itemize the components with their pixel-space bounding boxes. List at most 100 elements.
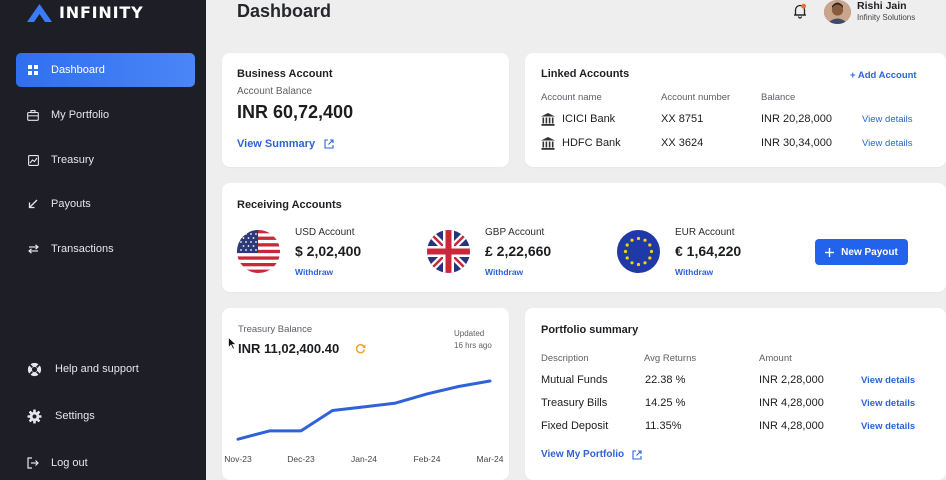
account-number: XX 3624 — [661, 137, 704, 149]
x-tick-label: Mar-24 — [477, 454, 504, 464]
sidebar-item-settings[interactable]: Settings — [16, 399, 195, 433]
briefcase-icon — [27, 109, 39, 121]
table-row: Mutual Funds 22.38 % INR 2,28,000 View d… — [541, 374, 931, 390]
sidebar-item-label: Help and support — [55, 363, 139, 375]
brand-name: INFINITY — [59, 2, 144, 22]
sidebar-item-my-portfolio[interactable]: My Portfolio — [16, 98, 195, 132]
sidebar-item-dashboard[interactable]: Dashboard — [16, 53, 195, 87]
view-details-link[interactable]: View details — [861, 398, 916, 409]
lifebuoy-icon — [27, 362, 42, 377]
portfolio-description: Treasury Bills — [541, 397, 608, 409]
bank-name: HDFC Bank — [562, 137, 621, 149]
withdraw-button[interactable]: Withdraw — [295, 267, 334, 277]
add-account-button[interactable]: + Add Account — [850, 70, 917, 81]
x-tick-label: Nov-23 — [224, 454, 252, 464]
sidebar-item-label: Log out — [51, 457, 88, 469]
balance-label: Account Balance — [237, 86, 313, 97]
account-amount: $ 2,02,400 — [295, 243, 362, 259]
view-details-link[interactable]: View details — [861, 375, 916, 386]
x-tick-label: Jan-24 — [351, 454, 377, 464]
view-my-portfolio-link[interactable]: View My Portfolio — [541, 449, 642, 460]
account-label: USD Account — [295, 227, 355, 238]
swap-icon — [27, 243, 39, 255]
grid-icon — [27, 64, 39, 76]
portfolio-amount: INR 4,28,000 — [759, 420, 824, 432]
uk-flag-icon — [427, 230, 470, 273]
withdraw-button[interactable]: Withdraw — [675, 267, 714, 277]
withdraw-button[interactable]: Withdraw — [485, 267, 524, 277]
bank-name: ICICI Bank — [562, 113, 616, 125]
card-title: Portfolio summary — [541, 324, 639, 336]
external-link-icon — [632, 449, 642, 460]
sidebar-item-label: Settings — [55, 410, 95, 422]
account-balance: INR 30,34,000 — [761, 137, 832, 149]
series-line — [236, 379, 492, 441]
col-header-returns: Avg Returns — [644, 353, 697, 364]
sidebar-item-label: Treasury — [51, 154, 94, 166]
bank-icon — [541, 113, 555, 126]
account-amount: € 1,64,220 — [675, 243, 742, 259]
user-name: Rishi Jain — [857, 0, 907, 12]
portfolio-summary-card: Portfolio summary Description Avg Return… — [525, 308, 946, 480]
table-row: ICICI Bank XX 8751 INR 20,28,000 View de… — [541, 113, 931, 129]
notification-bell-icon[interactable] — [792, 3, 808, 19]
new-payout-button[interactable]: New Payout — [815, 239, 908, 265]
brand[interactable]: INFINITY — [26, 0, 143, 24]
account-label: EUR Account — [675, 227, 735, 238]
treasury-label: Treasury Balance — [238, 324, 313, 335]
account-label: GBP Account — [485, 227, 545, 238]
arrow-down-left-icon — [27, 198, 39, 210]
portfolio-returns: 22.38 % — [645, 374, 686, 386]
treasury-line-chart: Nov-23 Dec-23 Jan-24 Feb-24 Mar-24 — [224, 379, 504, 464]
sidebar-item-label: Payouts — [51, 198, 91, 210]
plus-icon — [825, 247, 835, 257]
mouse-cursor-icon — [228, 337, 237, 350]
updated-time: 16 hrs ago — [454, 341, 492, 350]
col-header-description: Description — [541, 353, 589, 364]
updated-label: Updated — [454, 329, 485, 338]
refresh-icon[interactable] — [355, 343, 366, 354]
x-tick-label: Dec-23 — [287, 454, 315, 464]
logout-icon — [27, 457, 39, 469]
view-details-link[interactable]: View details — [862, 114, 913, 125]
view-details-link[interactable]: View details — [862, 138, 913, 149]
table-row: Treasury Bills 14.25 % INR 4,28,000 View… — [541, 397, 931, 413]
account-amount: £ 2,22,660 — [485, 243, 552, 259]
linked-accounts-card: Linked Accounts + Add Account Account na… — [525, 53, 946, 167]
col-header-amount: Amount — [759, 353, 792, 364]
infinity-logo-icon — [27, 4, 52, 22]
balance-value: INR 60,72,400 — [237, 102, 354, 122]
view-summary-label: View Summary — [237, 138, 316, 150]
sidebar-item-payouts[interactable]: Payouts — [16, 187, 195, 221]
portfolio-amount: INR 2,28,000 — [759, 374, 824, 386]
view-summary-link[interactable]: View Summary — [237, 138, 334, 150]
external-link-icon — [324, 139, 334, 149]
sidebar-item-transactions[interactable]: Transactions — [16, 232, 195, 266]
card-title: Receiving Accounts — [237, 199, 342, 211]
sidebar-item-logout[interactable]: Log out — [16, 446, 195, 480]
treasury-amount: INR 11,02,400.40 — [238, 341, 340, 356]
avatar[interactable] — [824, 0, 851, 24]
col-header-balance: Balance — [761, 92, 796, 103]
x-tick-label: Feb-24 — [414, 454, 441, 464]
card-title: Business Account — [237, 68, 333, 80]
portfolio-amount: INR 4,28,000 — [759, 397, 824, 409]
gear-icon — [27, 409, 42, 424]
new-payout-label: New Payout — [841, 246, 898, 258]
business-account-card: Business Account Account Balance INR 60,… — [222, 53, 509, 167]
view-details-link[interactable]: View details — [861, 421, 916, 432]
table-row: Fixed Deposit 11.35% INR 4,28,000 View d… — [541, 420, 931, 436]
sidebar-item-label: My Portfolio — [51, 109, 110, 121]
sidebar-item-help[interactable]: Help and support — [16, 352, 195, 386]
col-header-number: Account number — [661, 92, 731, 103]
us-flag-icon — [237, 230, 280, 273]
card-title: Linked Accounts — [541, 68, 630, 80]
sidebar-item-treasury[interactable]: Treasury — [16, 143, 195, 177]
account-number: XX 8751 — [661, 113, 704, 125]
portfolio-description: Fixed Deposit — [541, 420, 609, 432]
table-row: HDFC Bank XX 3624 INR 30,34,000 View det… — [541, 137, 931, 153]
col-header-name: Account name — [541, 92, 602, 103]
treasury-card: Treasury Balance INR 11,02,400.40 Update… — [222, 308, 509, 480]
sidebar-item-label: Transactions — [51, 243, 114, 255]
sidebar: INFINITY Dashboard My Portfolio Treasury… — [0, 0, 206, 480]
